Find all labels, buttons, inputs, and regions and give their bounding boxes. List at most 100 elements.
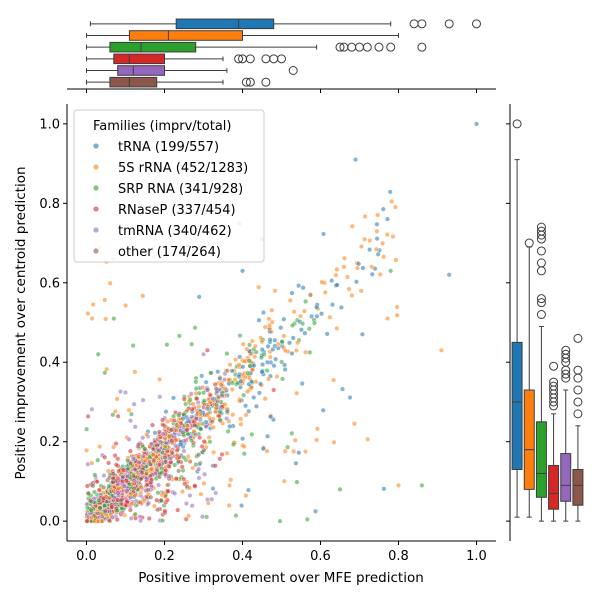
- scatter-point: [202, 401, 208, 407]
- scatter-point: [209, 496, 215, 502]
- scatter-point: [109, 514, 115, 520]
- scatter-point: [222, 386, 228, 392]
- scatter-point: [307, 349, 313, 355]
- scatter-point: [213, 386, 219, 392]
- scatter-point: [353, 157, 359, 163]
- scatter-point: [196, 466, 202, 472]
- scatter-point: [133, 515, 139, 521]
- scatter-point: [245, 487, 251, 493]
- scatter-point: [138, 518, 144, 524]
- scatter-point: [294, 390, 300, 396]
- scatter-point: [115, 413, 121, 419]
- scatter-point: [84, 518, 90, 524]
- scatter-point: [289, 351, 295, 357]
- outlier: [362, 42, 372, 52]
- scatter-point: [281, 478, 287, 484]
- scatter-point: [160, 417, 166, 423]
- scatter-point: [359, 331, 365, 337]
- scatter-point: [282, 362, 288, 368]
- scatter-point: [190, 465, 196, 471]
- scatter-point: [306, 326, 312, 332]
- scatter-point: [196, 452, 202, 458]
- scatter-point: [97, 505, 103, 511]
- scatter-point: [112, 408, 118, 414]
- scatter-point: [126, 436, 132, 442]
- scatter-point: [204, 412, 210, 418]
- scatter-point: [314, 426, 320, 432]
- scatter-point: [240, 341, 246, 347]
- scatter-point: [237, 384, 243, 390]
- scatter-point: [102, 370, 108, 376]
- scatter-point: [246, 342, 252, 348]
- scatter-point: [115, 490, 121, 496]
- outlier: [524, 238, 534, 248]
- scatter-point: [322, 289, 328, 295]
- scatter-point: [138, 476, 144, 482]
- x-tick-label: 0.6: [310, 549, 331, 564]
- scatter-point: [282, 448, 288, 454]
- scatter-point: [248, 379, 254, 385]
- scatter-point: [181, 396, 187, 402]
- scatter-point: [186, 513, 192, 519]
- scatter-point: [256, 317, 262, 323]
- scatter-point: [293, 460, 299, 466]
- scatter-point: [97, 444, 103, 450]
- scatter-point: [385, 216, 391, 222]
- scatter-point: [226, 503, 232, 509]
- scatter-point: [380, 240, 386, 246]
- x-tick-label: 0.8: [388, 549, 409, 564]
- scatter-point: [289, 290, 295, 296]
- scatter-point: [203, 419, 209, 425]
- outlier: [573, 373, 583, 383]
- scatter-point: [181, 476, 187, 482]
- scatter-point: [303, 449, 309, 455]
- scatter-point: [367, 247, 373, 253]
- x-tick-label: 1.0: [466, 549, 487, 564]
- scatter-point: [164, 342, 170, 348]
- scatter-point: [249, 385, 255, 391]
- scatter-point: [296, 283, 302, 289]
- scatter-point: [158, 497, 164, 503]
- scatter-point: [157, 471, 163, 477]
- scatter-point: [111, 316, 117, 322]
- outlier: [536, 294, 546, 304]
- scatter-point: [259, 369, 265, 375]
- scatter-point: [294, 479, 300, 485]
- x-tick-label: 0.0: [76, 549, 97, 564]
- outlier: [234, 54, 244, 64]
- outlier: [536, 310, 546, 320]
- scatter-point: [229, 368, 235, 374]
- scatter-point: [187, 459, 193, 465]
- scatter-point: [92, 472, 98, 478]
- scatter-point: [180, 430, 186, 436]
- scatter-point: [163, 409, 169, 415]
- outlier: [561, 369, 571, 379]
- scatter-point: [279, 339, 285, 345]
- box: [548, 465, 560, 510]
- scatter-point: [239, 268, 245, 274]
- scatter-point: [262, 324, 268, 330]
- scatter-point: [125, 466, 131, 472]
- scatter-point: [145, 500, 151, 506]
- scatter-point: [236, 374, 242, 380]
- scatter-point: [176, 333, 182, 339]
- scatter-point: [331, 439, 337, 445]
- legend-marker: [93, 227, 99, 233]
- scatter-point: [120, 475, 126, 481]
- scatter-point: [292, 437, 298, 443]
- scatter-point: [181, 455, 187, 461]
- scatter-point: [295, 340, 301, 346]
- scatter-point: [287, 340, 293, 346]
- right-boxplot: [523, 238, 535, 518]
- scatter-point: [169, 438, 175, 444]
- scatter-point: [334, 325, 340, 331]
- scatter-point: [204, 387, 210, 393]
- scatter-point: [226, 482, 232, 488]
- scatter-point: [277, 518, 283, 524]
- scatter-point: [150, 452, 156, 458]
- scatter-point: [173, 476, 179, 482]
- scatter-point: [270, 346, 276, 352]
- outlier: [374, 42, 384, 52]
- scatter-point: [110, 412, 116, 418]
- scatter-point: [207, 439, 213, 445]
